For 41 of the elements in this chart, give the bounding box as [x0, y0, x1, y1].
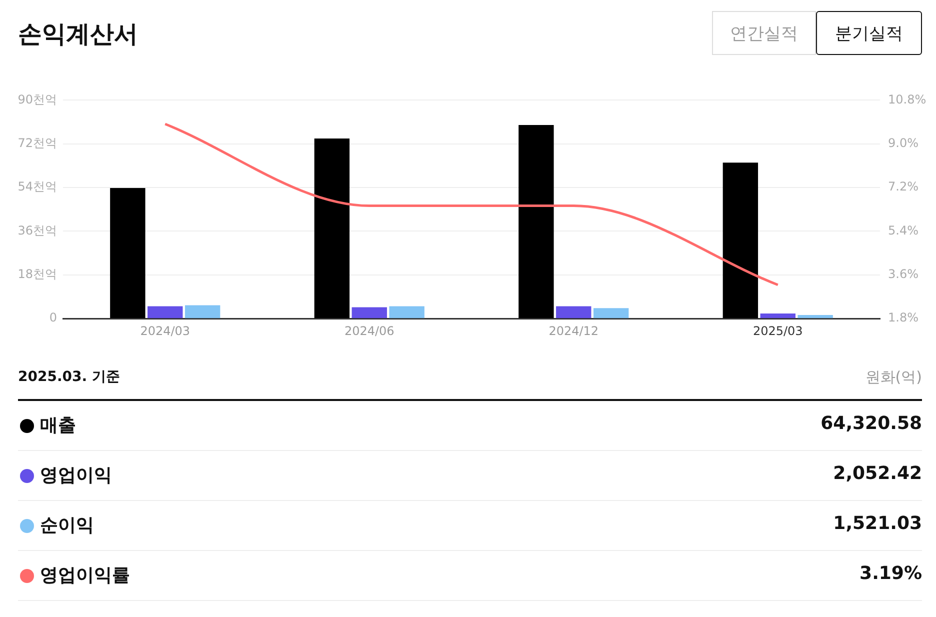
text: 2025.03. 기준 [18, 368, 120, 386]
bar [722, 162, 758, 318]
chart-title: 손익계산서 [18, 19, 138, 50]
x-tick-label: 2024/12 [548, 324, 599, 338]
bar [556, 306, 592, 318]
y-tick-label: 54천억 [18, 180, 57, 194]
y-tick-label: 36천억 [18, 223, 57, 238]
y-tick-label: 90천억 [18, 92, 57, 106]
text: 연간실적 [712, 11, 816, 55]
bar [352, 307, 387, 318]
bar [314, 138, 350, 318]
text: 분기실적 [816, 11, 922, 55]
bar [110, 188, 146, 318]
y2-tick-label: 7.2% [888, 180, 918, 194]
x-tick-label: 2024/03 [140, 324, 190, 338]
bar [184, 305, 220, 318]
bar [389, 306, 424, 318]
bar [518, 124, 554, 318]
bar [148, 306, 183, 318]
y2-tick-label: 3.6% [888, 267, 918, 282]
y2-tick-label: 1.8% [888, 310, 918, 325]
text: 2,052.42 [833, 463, 922, 484]
text: 3.19% [860, 563, 922, 584]
text: 1,521.03 [833, 513, 922, 534]
y2-tick-label: 9.0% [888, 136, 918, 150]
y-tick-label: 0 [49, 310, 57, 325]
y2-tick-label: 10.8% [888, 92, 926, 106]
bar [760, 314, 796, 318]
legend-label: 매출 [40, 414, 76, 437]
text: 64,320.58 [820, 413, 922, 434]
bar [798, 314, 833, 318]
y-tick-label: 18천억 [18, 267, 57, 282]
legend-label: 영업이익 [40, 464, 112, 487]
legend-label: 순이익 [40, 514, 94, 537]
y-tick-label: 72천억 [18, 136, 57, 150]
text: 원화(억) [865, 368, 922, 387]
legend-label: 영업이익률 [40, 564, 130, 587]
x-tick-label: 2025/03 [752, 324, 803, 338]
bar [593, 308, 629, 318]
y2-tick-label: 5.4% [888, 223, 918, 238]
x-tick-label: 2024/06 [344, 324, 394, 338]
